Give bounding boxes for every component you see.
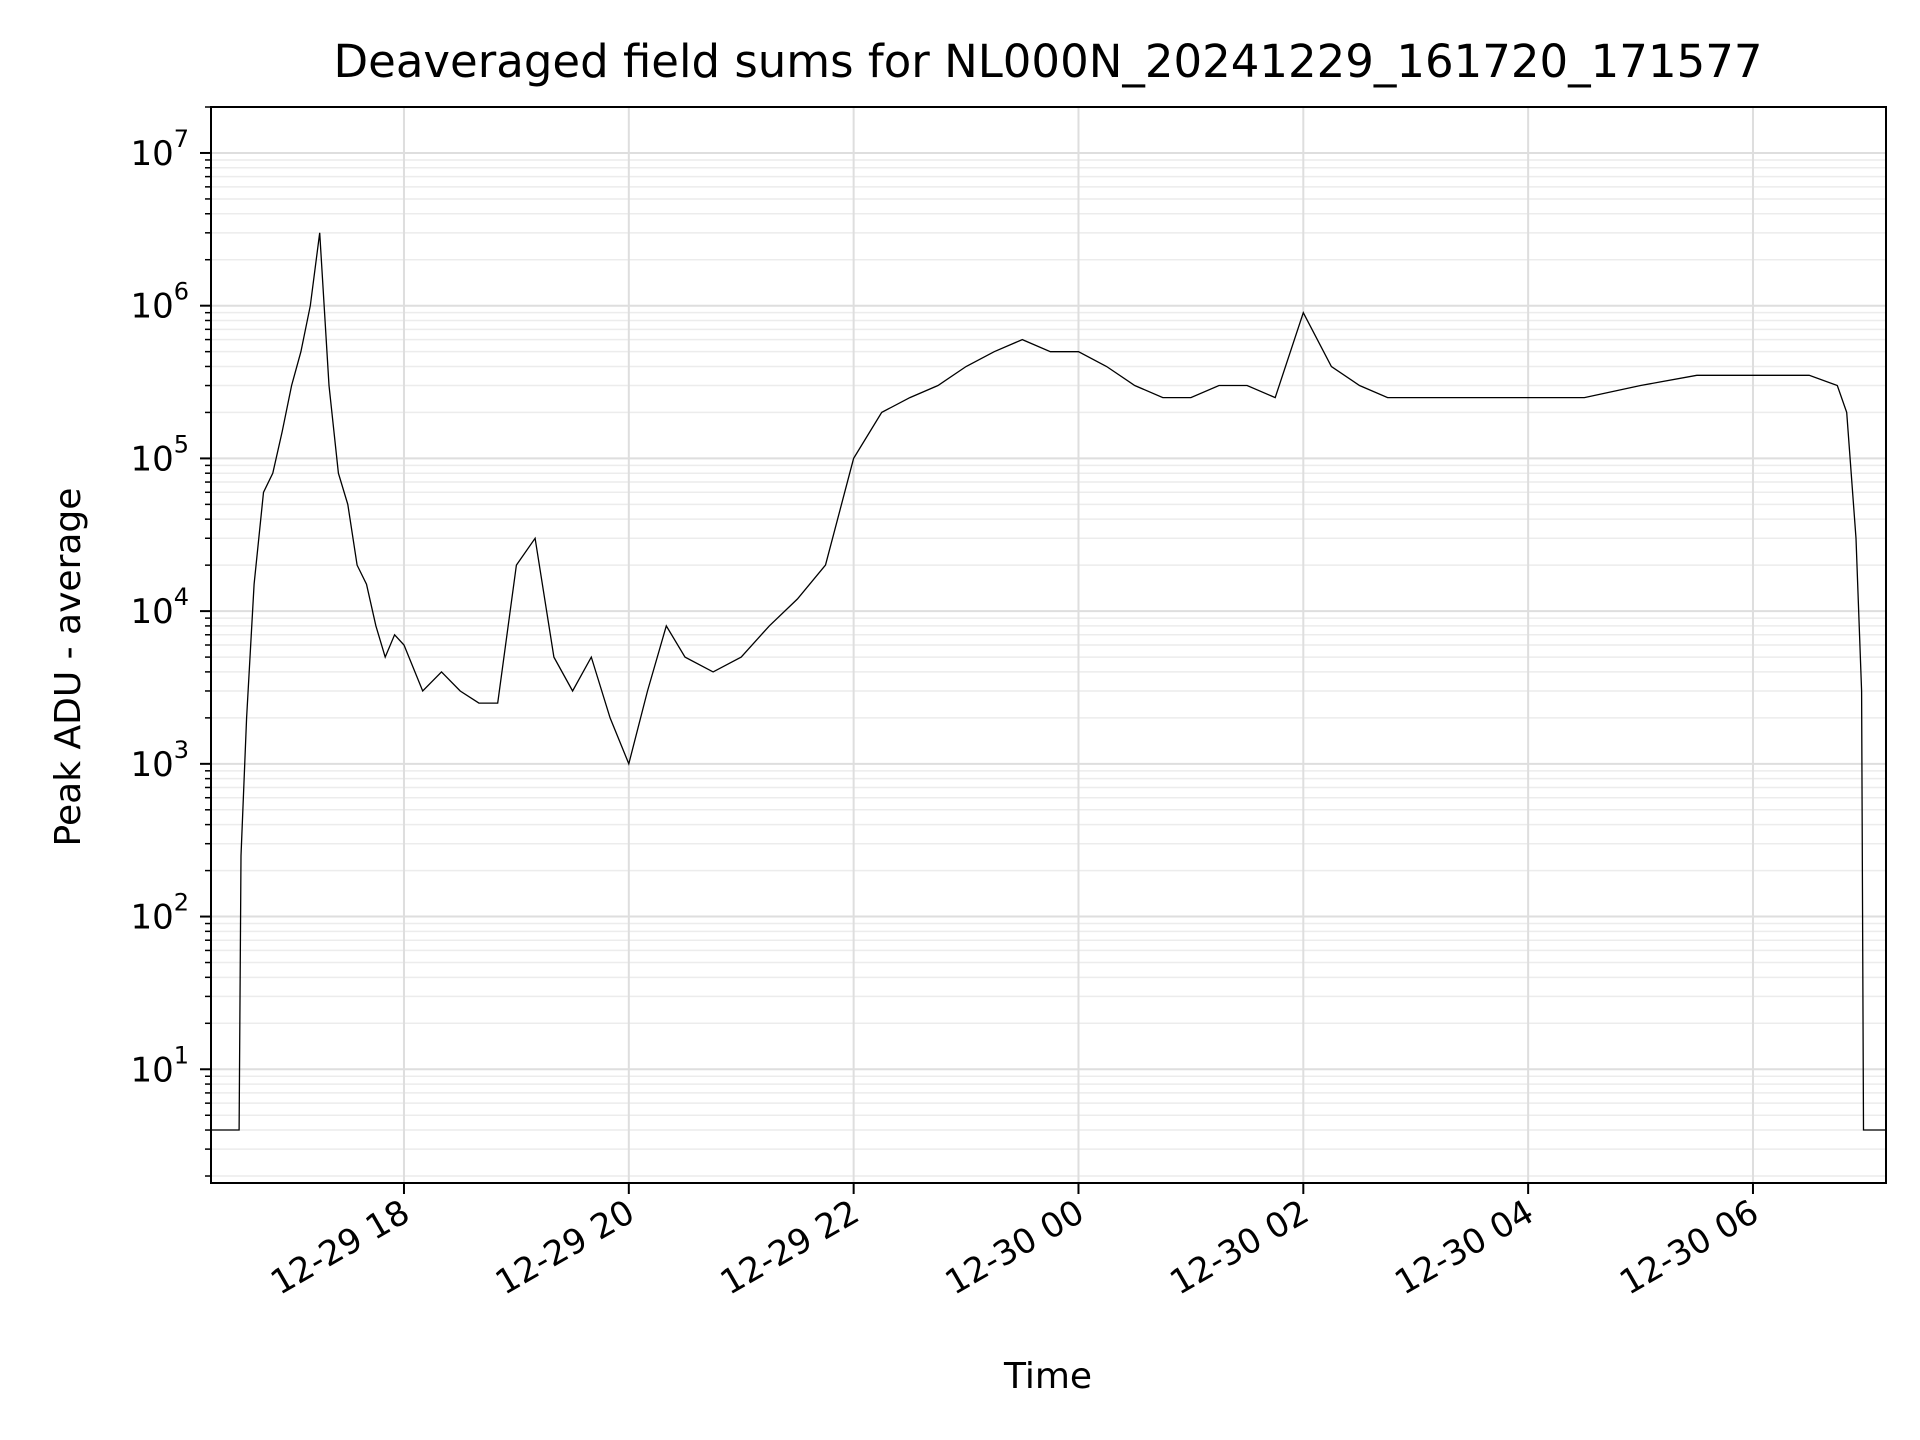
- y-tick-label: 101: [130, 1041, 189, 1090]
- grid: [211, 106, 1886, 1183]
- y-tick-label: 106: [130, 278, 189, 327]
- y-tick-label: 104: [130, 583, 189, 632]
- y-tick-label: 103: [130, 736, 189, 785]
- chart-title: Deaveraged field sums for NL000N_2024122…: [334, 35, 1763, 88]
- x-axis-label: Time: [1003, 1356, 1092, 1397]
- y-tick-label: 105: [130, 430, 189, 479]
- y-ticks: 101 102 103 104 105 106 107: [130, 106, 211, 1177]
- y-tick-label: 102: [130, 889, 189, 938]
- y-tick-label: 107: [130, 125, 189, 174]
- y-axis-label: Peak ADU - average: [48, 488, 89, 847]
- series-line: [211, 232, 1886, 1131]
